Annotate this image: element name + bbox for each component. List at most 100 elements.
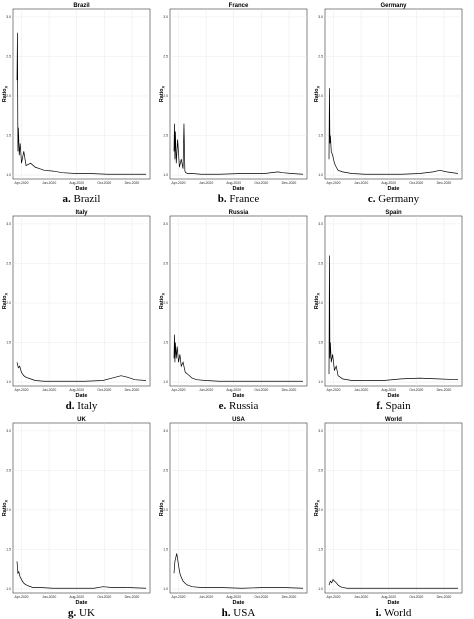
y-tick-label: 1.5 (163, 548, 168, 552)
y-tick-label: 2.0 (6, 508, 11, 512)
x-tick-label: Aug-2020 (226, 181, 241, 185)
panel-france: France 1.0 1.5 2.0 2.5 3.0 Apr-2020 Jun-2020 Aug… (159, 3, 308, 205)
x-tick-label: Apr-2020 (327, 595, 341, 599)
x-tick-label: Aug-2020 (226, 388, 241, 392)
panel-germany: Germany 1.0 1.5 2.0 2.5 3.0 Apr-2020 Jun-2020 Au… (314, 3, 463, 205)
x-tick-label: Jun-2020 (354, 388, 368, 392)
panel-caption: c. Germany (368, 193, 420, 205)
y-tick-label: 1.0 (6, 380, 11, 384)
series-line (16, 362, 147, 382)
plot-frame (169, 422, 308, 594)
y-tick-label: 1.0 (163, 587, 168, 591)
y-tick-label: 2.5 (6, 469, 11, 473)
panel-caption: i. World (376, 607, 412, 619)
panel-title: Brazil (73, 3, 90, 9)
x-tick-label: Aug-2020 (69, 181, 84, 185)
panel-title: France (229, 3, 249, 9)
panel-caption: g. UK (68, 607, 95, 619)
y-tick-label: 2.5 (318, 262, 323, 266)
x-tick-label: Dec-2020 (125, 181, 140, 185)
y-tick-label: 1.5 (6, 134, 11, 138)
y-tick-label: 1.5 (6, 341, 11, 345)
y-tick-label: 3.0 (163, 429, 168, 433)
panel-usa: USA 1.0 1.5 2.0 2.5 3.0 Apr-2020 Jun-2020 Aug-20… (159, 417, 308, 619)
y-tick-label: 2.0 (318, 94, 323, 98)
y-tick-label: 1.5 (163, 134, 168, 138)
x-tick-label: Dec-2020 (282, 388, 297, 392)
y-axis-label: RatioX (2, 292, 9, 309)
x-tick-label: Apr-2020 (172, 388, 186, 392)
y-tick-label: 3.0 (6, 15, 11, 19)
panel-spain: Spain 1.0 1.5 2.0 2.5 3.0 Apr-2020 Jun-2020 Aug-… (314, 210, 463, 412)
plot-frame (324, 422, 463, 594)
x-tick-label: Dec-2020 (125, 595, 140, 599)
x-axis-label: Date (233, 186, 245, 192)
series-line (328, 578, 458, 589)
y-tick-label: 1.0 (163, 380, 168, 384)
series-line (173, 334, 303, 382)
panel-title: Germany (380, 3, 407, 9)
panel-title: USA (232, 417, 245, 423)
y-tick-label: 3.0 (163, 222, 168, 226)
series-line (16, 561, 147, 589)
panel-title: UK (77, 417, 86, 423)
x-tick-label: Aug-2020 (381, 181, 396, 185)
panel-title: Russia (229, 210, 249, 216)
x-tick-label: Aug-2020 (226, 595, 241, 599)
series-line (173, 553, 304, 589)
x-tick-label: Dec-2020 (437, 595, 452, 599)
x-tick-label: Jun-2020 (354, 595, 368, 599)
series-line (328, 255, 459, 381)
x-tick-label: Apr-2020 (15, 181, 29, 185)
x-tick-label: Oct-2020 (97, 595, 111, 599)
y-tick-label: 1.0 (318, 380, 323, 384)
y-tick-label: 2.5 (163, 262, 168, 266)
panel-caption: d. Italy (66, 400, 98, 412)
panel-caption: b. France (218, 193, 260, 205)
x-tick-label: Oct-2020 (409, 388, 423, 392)
x-tick-label: Jun-2020 (354, 181, 368, 185)
y-axis-label: RatioX (314, 499, 321, 516)
panel-italy: Italy 1.0 1.5 2.0 2.5 3.0 Apr-2020 Jun-2020 Aug-… (2, 210, 151, 412)
x-tick-label: Jun-2020 (42, 181, 56, 185)
x-tick-label: Jun-2020 (42, 595, 56, 599)
y-tick-label: 1.5 (318, 548, 323, 552)
x-axis-label: Date (76, 186, 88, 192)
y-tick-label: 2.5 (318, 469, 323, 473)
series-line (173, 123, 304, 175)
y-tick-label: 2.5 (6, 55, 11, 59)
y-tick-label: 2.0 (6, 301, 11, 305)
x-tick-label: Apr-2020 (327, 388, 341, 392)
y-tick-label: 2.5 (6, 262, 11, 266)
y-tick-label: 1.0 (318, 587, 323, 591)
y-tick-label: 1.5 (318, 134, 323, 138)
y-axis-label: RatioX (314, 292, 321, 309)
y-tick-label: 2.5 (318, 55, 323, 59)
y-tick-label: 3.0 (6, 429, 11, 433)
y-tick-label: 1.5 (6, 548, 11, 552)
x-tick-label: Apr-2020 (172, 181, 186, 185)
x-axis-label: Date (233, 393, 245, 399)
y-tick-label: 1.0 (6, 173, 11, 177)
y-tick-label: 1.0 (163, 173, 168, 177)
x-tick-label: Apr-2020 (15, 595, 29, 599)
x-tick-label: Dec-2020 (282, 181, 297, 185)
x-tick-label: Aug-2020 (381, 595, 396, 599)
x-tick-label: Oct-2020 (254, 595, 268, 599)
x-tick-label: Jun-2020 (199, 595, 213, 599)
y-tick-label: 2.0 (6, 94, 11, 98)
panel-uk: UK 1.0 1.5 2.0 2.5 3.0 Apr-2020 Jun-2020 Aug-202… (2, 417, 151, 619)
x-tick-label: Dec-2020 (437, 388, 452, 392)
panel-title: Spain (385, 210, 402, 216)
x-tick-label: Aug-2020 (381, 388, 396, 392)
y-tick-label: 3.0 (6, 222, 11, 226)
panel-title: Italy (75, 210, 88, 216)
plot-frame (12, 422, 151, 594)
x-tick-label: Jun-2020 (199, 181, 213, 185)
plot-frame (324, 8, 463, 180)
x-tick-label: Oct-2020 (254, 181, 268, 185)
y-axis-label: RatioX (159, 85, 166, 102)
y-axis-label: RatioX (2, 499, 9, 516)
x-axis-label: Date (388, 393, 400, 399)
